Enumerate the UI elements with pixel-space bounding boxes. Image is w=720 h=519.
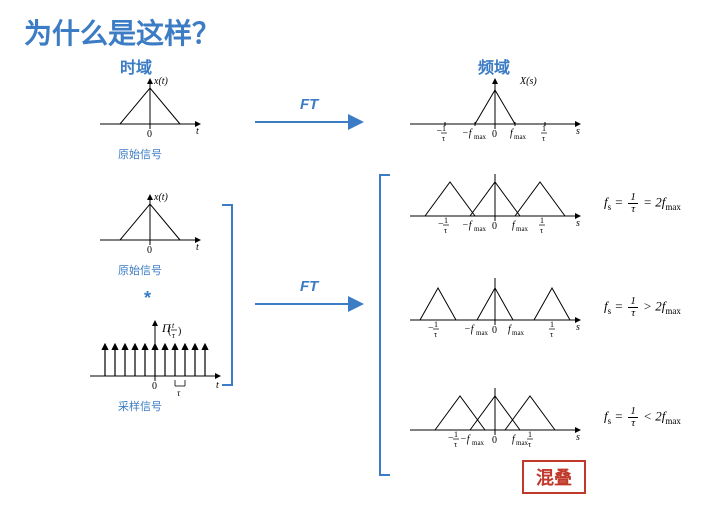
caption-original-2: 原始信号 [118,262,162,278]
impulse-train [105,344,205,376]
svg-text:τ: τ [442,134,446,143]
svg-text:τ: τ [454,440,458,449]
svg-text:X(s): X(s) [519,76,537,87]
bracket-left [218,200,238,390]
svg-text:1: 1 [542,124,546,133]
svg-text:τ: τ [550,330,554,339]
svg-text:t: t [172,321,175,330]
svg-text:max: max [512,329,525,337]
axis-xt: x(t) [153,76,169,87]
plot-freq-case1: 0 s −fmax fmax −1τ 1τ [400,166,590,240]
svg-text:0: 0 [492,221,497,232]
svg-text:max: max [516,439,529,447]
svg-text:max: max [516,225,529,233]
conv-star: * [144,288,151,309]
formula-case2: fs = 1τ > 2fmax [604,296,681,319]
svg-text:1: 1 [442,124,446,133]
svg-text:max: max [474,225,487,233]
bracket-right [376,170,396,480]
caption-sampling: 采样信号 [118,398,162,414]
ft-arrow-2 [250,294,370,314]
svg-text:s: s [576,218,580,229]
svg-text:−f: −f [460,434,471,445]
svg-text:τ: τ [177,388,181,396]
svg-text:0: 0 [147,245,152,256]
page-title: 为什么是这样？ [24,12,220,52]
plot-freq-case2: 0 s −fmax fmax −1τ 1τ [400,270,590,344]
svg-text:max: max [476,329,489,337]
svg-text:1: 1 [444,216,448,225]
svg-text:s: s [576,126,580,137]
svg-text:−f: −f [464,324,475,335]
axis-zero: 0 [147,129,152,140]
caption-original-1: 原始信号 [118,146,162,162]
svg-text:s: s [576,322,580,333]
svg-text:0: 0 [492,435,497,446]
formula-case1: fs = 1τ = 2fmax [604,192,681,215]
svg-text:1: 1 [540,216,544,225]
aliasing-label: 混叠 [522,460,586,494]
svg-text:τ: τ [528,440,532,449]
ft-arrow-1 [250,112,370,132]
svg-text:x(t): x(t) [153,192,169,203]
svg-text:max: max [514,133,527,141]
svg-text:1: 1 [434,320,438,329]
svg-text:max: max [472,439,485,447]
svg-text:τ: τ [434,330,438,339]
svg-text:0: 0 [492,129,497,140]
formula-case3: fs = 1τ < 2fmax [604,406,681,429]
svg-text:1: 1 [454,430,458,439]
ft-label-2: FT [300,278,318,295]
svg-text:τ: τ [540,226,544,235]
svg-text:t: t [196,242,199,253]
plot-time-original-2: 0 t x(t) [90,190,210,260]
svg-text:τ: τ [542,134,546,143]
plot-time-original-1: 0 t x(t) [90,74,210,144]
plot-freq-case3: 0 s −fmax fmax −1τ 1τ [400,380,590,454]
svg-text:1: 1 [550,320,554,329]
svg-text:0: 0 [152,381,157,392]
svg-text:−f: −f [462,128,473,139]
svg-text:τ: τ [444,226,448,235]
svg-text:max: max [474,133,487,141]
svg-text:1: 1 [528,430,532,439]
ft-label-1: FT [300,96,318,113]
svg-text:τ: τ [172,331,176,340]
axis-t: t [196,126,199,137]
svg-text:): ) [178,326,181,337]
svg-text:0: 0 [492,325,497,336]
plot-sampling-comb: 0 t τ Π t τ ( ) [80,316,230,396]
svg-text:−f: −f [462,220,473,231]
plot-freq-original: 0 s X(s) −fmax fmax − 1τ 1τ [400,74,590,146]
svg-text:s: s [576,432,580,443]
